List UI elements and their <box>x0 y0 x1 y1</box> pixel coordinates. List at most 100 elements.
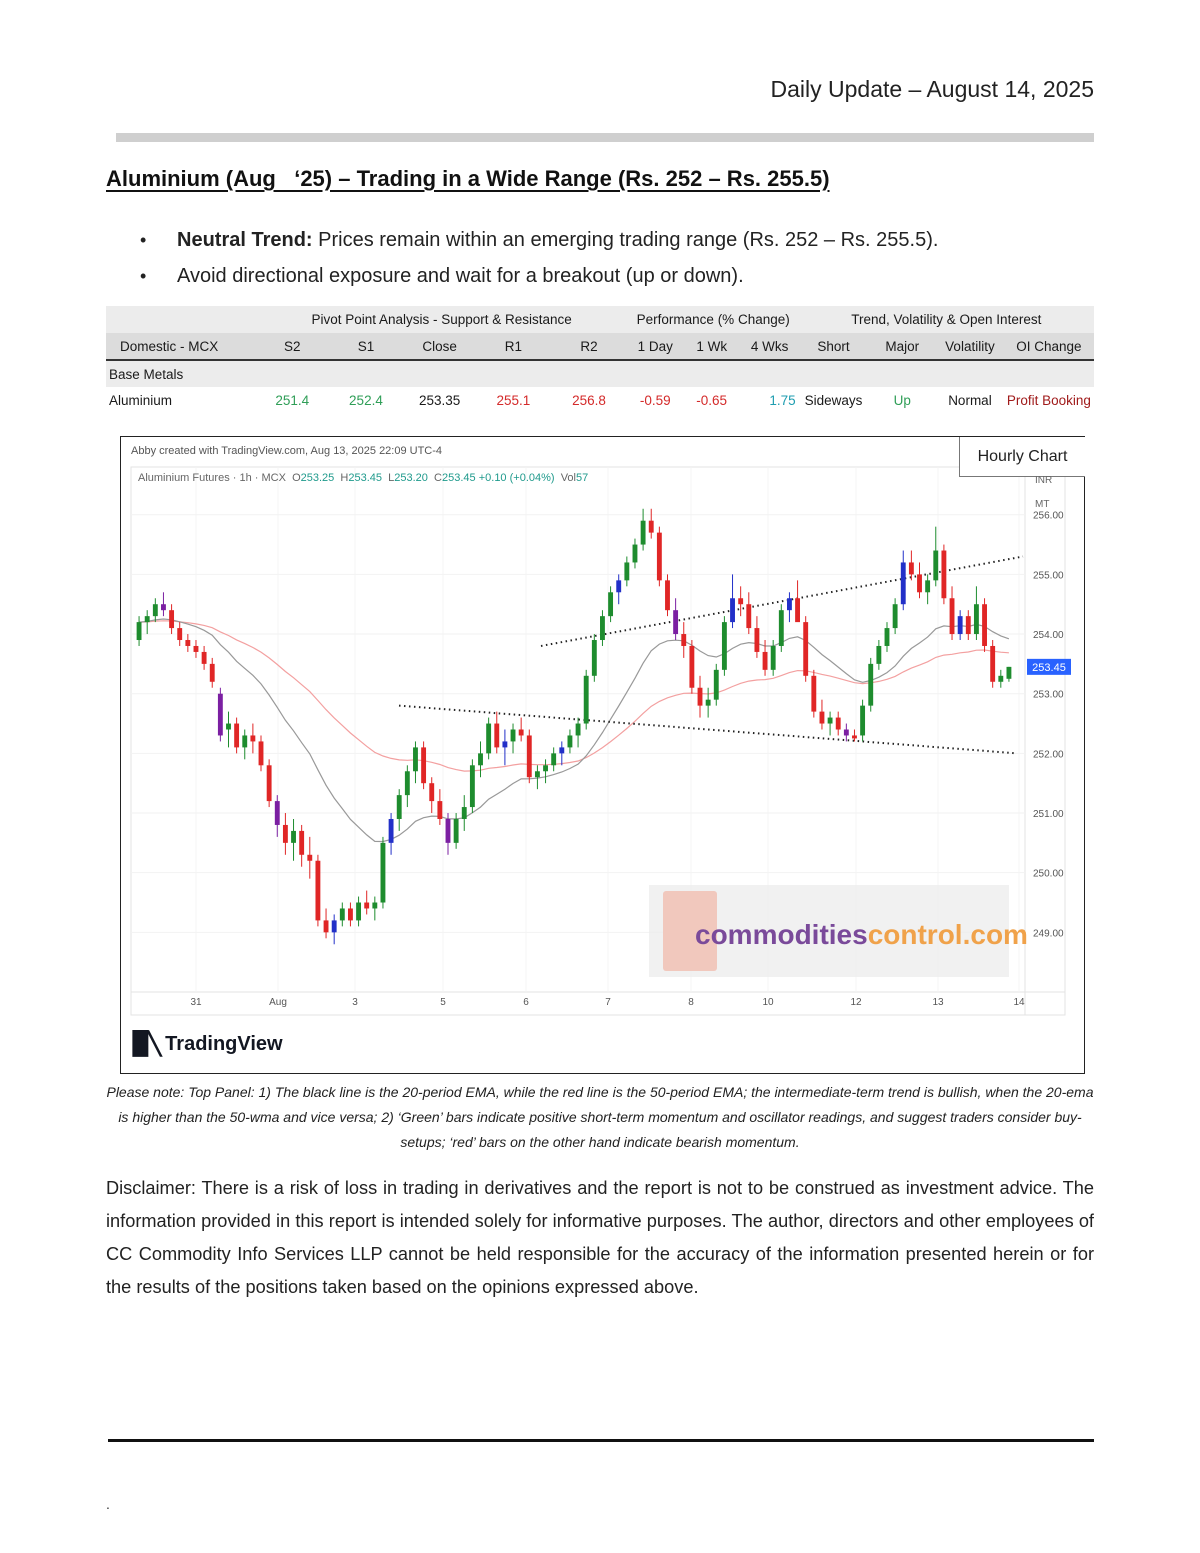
unit-currency: INR <box>1035 475 1053 486</box>
candle <box>161 604 166 611</box>
table-header-row: Domestic - MCX S2 S1 Close R1 R2 1 Day 1… <box>106 333 1094 361</box>
x-tick-label: 13 <box>932 997 944 1008</box>
candle <box>234 723 240 748</box>
chart-credit: Abby created with TradingView.com, Aug 1… <box>131 445 443 457</box>
candle <box>811 675 817 712</box>
cell-4wks: 1.75 <box>769 393 796 408</box>
y-tick-label: 251.00 <box>1033 809 1064 820</box>
col-header: R1 <box>476 333 551 361</box>
chart-symbol: Aluminium Futures · 1h · MCX <box>138 472 286 484</box>
bullet-bold: Neutral Trend: <box>177 229 313 251</box>
candle <box>778 610 784 646</box>
candle <box>559 747 565 754</box>
candle <box>681 634 687 646</box>
group-performance: Performance (% Change) <box>627 306 799 333</box>
candle <box>209 663 215 682</box>
candle <box>413 747 418 772</box>
candle <box>469 765 475 808</box>
ohlc-change: +0.10 (+0.04%) <box>478 472 555 484</box>
col-header: Short <box>798 333 869 361</box>
x-tick-label: 5 <box>440 997 446 1008</box>
candle <box>754 628 760 652</box>
candle <box>437 801 443 819</box>
candle <box>583 675 589 724</box>
cell-commodity: Aluminium <box>109 393 173 408</box>
cell-r1: 255.1 <box>496 393 531 408</box>
candle <box>543 765 548 772</box>
table-section-row: Base Metals <box>106 360 1094 387</box>
cell-s2: 251.4 <box>275 393 310 408</box>
candle <box>380 842 386 903</box>
candle <box>892 604 898 629</box>
candle <box>933 550 939 581</box>
ohlc-open-label: O <box>292 472 301 484</box>
candle <box>908 562 914 575</box>
tradingview-logo: ▉╲ TradingView <box>133 1031 283 1057</box>
candle <box>502 741 508 748</box>
candle <box>494 723 500 748</box>
table-group-row: Pivot Point Analysis - Support & Resista… <box>106 306 1094 333</box>
candle <box>404 771 410 796</box>
candle <box>925 580 931 593</box>
ema-20-line <box>139 618 1010 843</box>
cell-oi-change: Profit Booking <box>1006 393 1091 408</box>
candle <box>770 645 776 670</box>
unit-quantity: MT <box>1035 499 1050 510</box>
candle <box>144 616 150 623</box>
candle <box>291 830 296 843</box>
watermark-text: commoditiescontrol.com <box>695 919 1028 951</box>
candle <box>242 735 248 748</box>
candle <box>876 645 882 664</box>
candle <box>372 902 378 909</box>
footer-divider <box>108 1439 1094 1442</box>
y-tick-label: 250.00 <box>1033 869 1064 880</box>
candle <box>396 795 402 819</box>
candle <box>835 717 841 730</box>
cell-s1: 252.4 <box>349 393 383 408</box>
candle <box>177 628 183 641</box>
candle <box>689 645 695 688</box>
candle <box>429 783 435 802</box>
y-tick-label: 256.00 <box>1033 511 1064 522</box>
hourly-chart: 256.00 255.00 254.00 253.00 252.00 251.00 250.… <box>120 436 1085 1074</box>
candle <box>721 622 727 670</box>
candle <box>949 598 955 635</box>
col-header: 4 Wks <box>740 333 799 361</box>
candle <box>282 824 288 843</box>
candle <box>421 747 427 784</box>
candle <box>746 604 752 629</box>
candle <box>169 610 175 629</box>
pivot-table: Pivot Point Analysis - Support & Resista… <box>106 306 1094 414</box>
col-header: Close <box>402 333 477 361</box>
candle <box>453 818 459 843</box>
hourly-chart-label: Hourly Chart <box>959 437 1085 477</box>
x-tick-label: 6 <box>523 997 529 1008</box>
candle <box>356 902 362 921</box>
candle <box>665 580 670 611</box>
bullet-item: Avoid directional exposure and wait for … <box>140 258 1140 294</box>
candle <box>957 616 963 635</box>
candle <box>868 663 874 706</box>
ohlc-open: 253.25 <box>300 472 335 484</box>
y-tick-label: 254.00 <box>1033 630 1064 641</box>
candle <box>616 580 622 593</box>
candle <box>307 854 313 861</box>
candle <box>697 687 703 706</box>
ohlc-close-label: C <box>434 472 442 484</box>
x-tick-label: 12 <box>850 997 862 1008</box>
candle <box>152 604 158 617</box>
tradingview-brand: TradingView <box>165 1032 283 1055</box>
candle <box>632 544 638 563</box>
candle <box>843 729 849 736</box>
candle <box>486 723 492 754</box>
candle <box>518 729 524 736</box>
candle <box>250 735 256 742</box>
candle <box>274 801 280 825</box>
candlestick-chart: 256.00 255.00 254.00 253.00 252.00 251.00 250.… <box>130 466 1071 1016</box>
x-tick-label: 8 <box>688 997 694 1008</box>
candle <box>762 651 768 670</box>
candle <box>217 693 223 736</box>
ohlc-high: 253.45 <box>348 472 383 484</box>
report-title: Aluminium (Aug ‘25) – Trading in a Wide … <box>106 166 830 191</box>
candle <box>193 645 199 652</box>
